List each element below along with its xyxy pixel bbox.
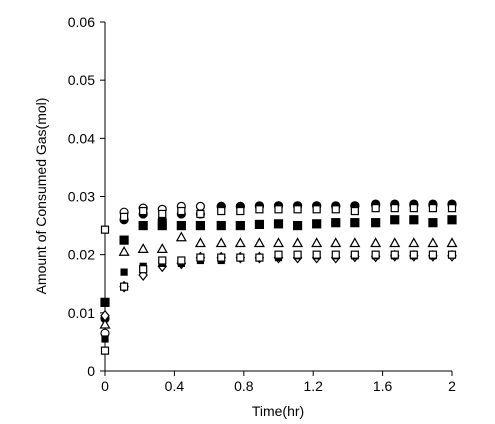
point [389, 237, 401, 248]
point [137, 243, 149, 253]
x-axis-label: Time(hr) [252, 403, 304, 419]
point [371, 250, 380, 259]
point [195, 220, 206, 231]
point [371, 204, 380, 213]
point [409, 250, 418, 259]
point [292, 237, 304, 248]
y-tick-label: 0.06 [68, 14, 95, 30]
point [120, 268, 128, 276]
point [234, 237, 246, 248]
point [350, 250, 359, 259]
point [350, 206, 359, 216]
point [176, 220, 186, 231]
point [194, 237, 206, 248]
point [217, 206, 226, 216]
point [446, 237, 458, 248]
point [273, 219, 284, 229]
x-tick-label: 0 [101, 378, 109, 394]
x-tick-label: 0.8 [234, 378, 254, 394]
point [312, 205, 321, 214]
point [428, 218, 438, 228]
y-tick-label: 0 [87, 363, 95, 379]
point [390, 204, 399, 213]
point [447, 204, 457, 213]
y-tick-label: 0.01 [68, 305, 95, 321]
point [254, 219, 265, 230]
y-tick-label: 0.02 [68, 247, 95, 263]
point [255, 253, 264, 262]
point [350, 218, 360, 228]
point [331, 218, 341, 228]
point [139, 265, 148, 274]
y-tick-label: 0.03 [68, 189, 95, 205]
point [409, 215, 419, 225]
point [177, 206, 186, 216]
point [216, 220, 226, 231]
point [119, 282, 129, 291]
point [215, 237, 227, 248]
point [311, 237, 323, 248]
point [293, 250, 302, 259]
point [293, 205, 302, 214]
point [390, 215, 400, 225]
point [196, 209, 205, 219]
point [447, 215, 457, 225]
point [428, 250, 438, 259]
point [177, 256, 186, 265]
point [236, 253, 245, 262]
point [390, 250, 399, 259]
point [370, 237, 382, 248]
y-tick-label: 0.04 [68, 130, 95, 146]
point [217, 253, 226, 262]
point [138, 220, 148, 231]
point [100, 309, 110, 322]
point [101, 335, 109, 343]
point [236, 206, 245, 216]
point [253, 237, 265, 248]
point [119, 235, 129, 245]
x-tick-label: 2 [448, 378, 456, 394]
point [100, 346, 110, 355]
point [427, 237, 439, 248]
point [408, 237, 420, 248]
point [235, 220, 245, 231]
point [196, 253, 205, 262]
point [409, 204, 418, 213]
point [312, 250, 321, 259]
point [100, 297, 110, 307]
point [118, 246, 130, 256]
y-tick-label: 0.05 [68, 72, 95, 88]
point [158, 256, 167, 265]
point [255, 205, 264, 214]
point [157, 220, 167, 231]
point [175, 231, 187, 242]
point [100, 225, 110, 234]
point [331, 250, 340, 259]
point [99, 318, 111, 329]
x-tick-label: 1.2 [303, 378, 323, 394]
point [274, 250, 283, 259]
point [156, 243, 168, 253]
point [428, 204, 438, 213]
point [272, 237, 285, 248]
point [119, 212, 129, 221]
point [139, 206, 148, 216]
x-tick-label: 0.4 [165, 378, 185, 394]
point [371, 218, 381, 228]
point [331, 205, 340, 214]
point [447, 250, 457, 259]
point [292, 220, 303, 231]
point [312, 219, 322, 229]
point [274, 205, 283, 214]
y-axis-label: Amount of Consumed Gas(mol) [33, 98, 49, 295]
x-tick-label: 1.6 [373, 378, 393, 394]
point [158, 209, 167, 219]
point [195, 201, 206, 211]
point [349, 237, 361, 248]
point [330, 237, 342, 248]
